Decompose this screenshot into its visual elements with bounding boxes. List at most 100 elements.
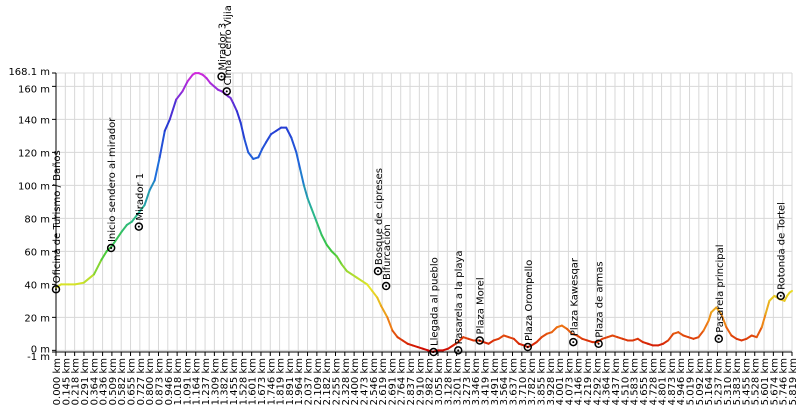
x-tick-label: 0.436 km <box>99 358 110 405</box>
x-tick-label: 2.037 km <box>304 358 315 405</box>
waypoint-label: Rotonda de Tortel <box>777 202 788 290</box>
y-tick-label: 120 m <box>18 148 50 159</box>
profile-segment <box>340 263 348 273</box>
profile-segment <box>512 337 520 345</box>
waypoint-label: Oficina de Turismo / Baños <box>52 150 63 283</box>
profile-segment <box>247 151 255 160</box>
x-tick-label: 5.092 km <box>695 358 706 405</box>
waypoint-marker <box>776 291 785 301</box>
profile-segment <box>715 306 723 316</box>
profile-segment <box>310 207 318 223</box>
profile-segment <box>168 98 178 121</box>
waypoint-center-dot <box>478 339 481 342</box>
x-tick-label: 1.382 km <box>220 358 231 405</box>
waypoint-marker <box>523 342 533 352</box>
profile-segment <box>662 339 670 345</box>
profile-segment <box>386 316 394 332</box>
waypoint-marker <box>134 222 144 231</box>
profile-segment <box>560 324 568 330</box>
x-tick-label: 2.546 km <box>369 358 380 405</box>
x-tick-label: 2.837 km <box>406 358 417 405</box>
profile-segment <box>325 243 333 253</box>
profile-segment <box>764 299 771 316</box>
x-tick-label: 1.309 km <box>210 358 221 405</box>
profile-segment <box>345 270 353 276</box>
x-tick-label: 1.964 km <box>294 358 305 405</box>
profile-segment <box>760 313 767 329</box>
elevation-profile-line <box>55 72 793 353</box>
waypoint-center-dot <box>526 346 529 349</box>
profile-segment <box>371 289 379 299</box>
profile-segment <box>788 289 793 294</box>
profile-segment <box>285 126 293 139</box>
profile-segment <box>401 339 409 345</box>
profile-segment <box>153 156 161 182</box>
x-tick-label: 5.383 km <box>732 358 743 405</box>
x-tick-label: 3.637 km <box>509 358 520 405</box>
y-tick-label: 100 m <box>18 181 50 192</box>
waypoint-label: Plaza Orompello <box>524 260 535 341</box>
waypoint-center-dot <box>597 342 600 345</box>
x-tick-label: 0.364 km <box>89 358 100 405</box>
profile-segment <box>82 273 95 284</box>
x-tick-label: 2.182 km <box>322 358 333 405</box>
profile-segment <box>125 220 133 226</box>
profile-segment <box>710 306 718 314</box>
profile-segment <box>720 313 728 329</box>
profile-segment <box>447 344 455 350</box>
y-tick-label: 60 m <box>24 247 50 258</box>
profile-segment <box>697 329 705 339</box>
x-tick-label: 1.891 km <box>285 358 296 405</box>
x-tick-label: 3.419 km <box>481 358 492 405</box>
x-tick-label: 4.583 km <box>630 358 641 405</box>
profile-segment <box>264 133 273 144</box>
x-tick-label: 2.328 km <box>341 358 352 405</box>
x-tick-label: 3.273 km <box>462 358 473 405</box>
y-tick-label: 168.1 m <box>8 67 50 78</box>
x-tick-label: 4.801 km <box>658 358 669 405</box>
profile-segment <box>186 73 194 83</box>
profile-segment <box>181 80 189 93</box>
x-tick-label: 1.673 km <box>257 358 268 405</box>
waypoint-label: Plaza Kawesqar <box>569 257 580 336</box>
x-tick-label: 5.455 km <box>741 358 752 405</box>
profile-segment <box>530 341 538 347</box>
waypoint-label: Bifurcación <box>381 224 393 280</box>
x-tick-label: 0.582 km <box>117 358 128 405</box>
x-tick-label: 5.601 km <box>760 358 771 405</box>
profile-segment <box>232 101 238 113</box>
x-tick-label: 2.691 km <box>387 358 398 405</box>
waypoint-center-dot <box>377 270 380 273</box>
y-tick-label: 140 m <box>18 115 50 126</box>
waypoint-marker <box>217 72 226 81</box>
x-tick-label: 1.018 km <box>173 358 184 405</box>
waypoint-label: Plaza de armas <box>595 261 606 337</box>
y-tick-label: 40 m <box>24 280 50 291</box>
profile-segment <box>239 121 246 141</box>
x-tick-label: 4.073 km <box>564 358 575 405</box>
profile-segment <box>330 250 338 258</box>
waypoint-marker <box>453 346 463 355</box>
waypoint-label: Mirador 1 <box>135 173 146 221</box>
waypoint-center-dot <box>225 90 228 93</box>
x-tick-label: 0.655 km <box>127 358 138 405</box>
profile-segment <box>315 220 323 236</box>
waypoint-marker <box>594 339 603 349</box>
x-tick-label: 4.292 km <box>592 358 603 405</box>
profile-segment <box>320 233 328 246</box>
profile-segment <box>576 334 584 340</box>
waypoint-center-dot <box>137 225 140 228</box>
x-tick-label: 1.746 km <box>266 358 277 405</box>
profile-segment <box>376 296 383 307</box>
x-tick-label: 2.910 km <box>415 358 426 405</box>
x-tick-label: 3.855 km <box>536 358 547 405</box>
profile-segment <box>391 329 399 339</box>
waypoint-marker <box>373 266 383 276</box>
x-axis-ticks: 0.000 km0.145 km0.218 km0.291 km0.364 km… <box>52 352 799 405</box>
y-tick-label: 80 m <box>24 214 50 225</box>
x-tick-label: 4.873 km <box>667 358 678 405</box>
x-tick-label: 4.437 km <box>611 358 622 405</box>
x-tick-label: 5.819 km <box>788 358 799 405</box>
x-tick-label: 4.728 km <box>648 358 659 405</box>
x-tick-label: 1.528 km <box>238 358 249 405</box>
